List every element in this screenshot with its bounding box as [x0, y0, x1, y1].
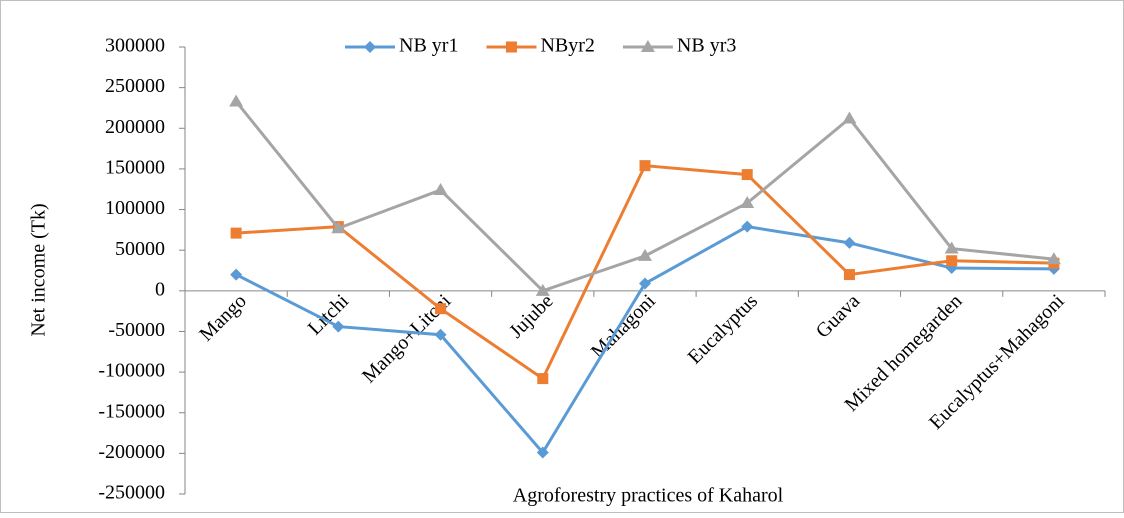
point	[944, 241, 959, 254]
y-tick-label: -200000	[98, 441, 165, 463]
y-tick-label: 0	[155, 278, 165, 300]
point	[843, 269, 855, 281]
point	[536, 446, 549, 459]
point	[435, 303, 447, 315]
point	[230, 268, 243, 281]
point	[332, 320, 345, 333]
point	[1046, 252, 1061, 265]
legend-label: NB yr3	[677, 35, 736, 57]
point	[535, 283, 550, 296]
y-tick-label: 50000	[115, 238, 165, 260]
point	[638, 248, 652, 261]
y-tick-label: -250000	[98, 482, 165, 504]
point	[230, 227, 242, 239]
y-tick-label: -50000	[108, 319, 165, 341]
point	[639, 277, 651, 290]
point	[229, 94, 244, 107]
point	[741, 220, 754, 233]
legend-marker	[505, 41, 517, 53]
point	[331, 221, 346, 234]
y-tick-label: 200000	[105, 116, 165, 138]
point	[537, 373, 549, 385]
point	[433, 183, 448, 196]
point	[434, 328, 447, 341]
y-tick-label: 250000	[105, 75, 165, 97]
y-tick-label: 100000	[105, 197, 165, 219]
y-tick-label: 150000	[105, 157, 165, 179]
y-tick-label: 300000	[105, 35, 165, 57]
point	[741, 169, 753, 181]
x-axis-title: Agroforestry practices of Kaharol	[513, 485, 784, 507]
point	[946, 255, 958, 267]
legend-label: NB yr1	[399, 35, 458, 57]
legend-marker	[364, 41, 376, 53]
legend-marker	[640, 40, 655, 52]
legend: NB yr1 NByr2 NB yr3	[345, 35, 736, 57]
y-tick-label: -150000	[98, 400, 165, 422]
point	[639, 160, 651, 172]
legend-label: NByr2	[540, 35, 594, 57]
point	[740, 196, 755, 209]
y-tick-label: -100000	[98, 360, 165, 382]
point	[843, 236, 856, 249]
y-axis-title: Net income (Tk)	[28, 203, 50, 336]
point	[842, 111, 857, 124]
